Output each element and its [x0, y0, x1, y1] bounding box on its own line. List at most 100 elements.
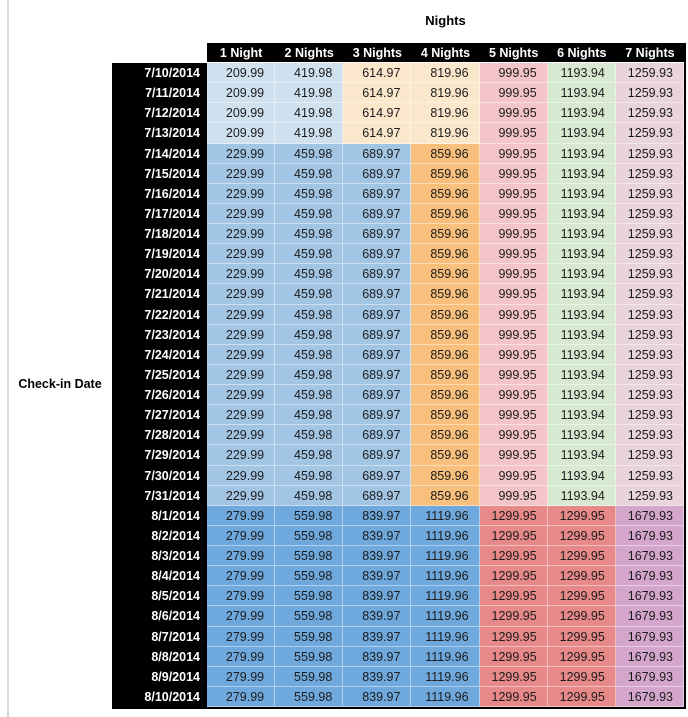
price-cell[interactable]: 1193.94: [547, 425, 616, 446]
price-cell[interactable]: 1679.93: [615, 566, 684, 587]
price-cell[interactable]: 1259.93: [615, 264, 684, 285]
price-cell[interactable]: 1259.93: [615, 244, 684, 265]
price-cell[interactable]: 1299.95: [547, 525, 616, 546]
price-cell[interactable]: 859.96: [411, 163, 480, 184]
row-header-date[interactable]: 8/2/2014: [112, 525, 207, 546]
price-cell[interactable]: 459.98: [275, 163, 344, 184]
price-cell[interactable]: 1193.94: [547, 304, 616, 325]
price-cell[interactable]: 229.99: [207, 324, 276, 345]
price-cell[interactable]: 209.99: [207, 63, 276, 84]
price-cell[interactable]: 1259.93: [615, 324, 684, 345]
row-header-date[interactable]: 7/21/2014: [112, 284, 207, 305]
price-cell[interactable]: 689.97: [343, 344, 412, 365]
price-cell[interactable]: 689.97: [343, 425, 412, 446]
price-cell[interactable]: 1193.94: [547, 183, 616, 204]
row-header-date[interactable]: 7/15/2014: [112, 163, 207, 184]
price-cell[interactable]: 1259.93: [615, 445, 684, 466]
price-cell[interactable]: 1299.95: [547, 606, 616, 627]
row-header-date[interactable]: 7/28/2014: [112, 425, 207, 446]
price-cell[interactable]: 859.96: [411, 405, 480, 426]
row-header-date[interactable]: 7/13/2014: [112, 123, 207, 144]
column-header[interactable]: 6 Nights: [547, 43, 616, 63]
price-cell[interactable]: 279.99: [207, 606, 276, 627]
price-cell[interactable]: 859.96: [411, 324, 480, 345]
price-cell[interactable]: 839.97: [343, 566, 412, 587]
price-cell[interactable]: 999.95: [479, 445, 548, 466]
price-cell[interactable]: 229.99: [207, 364, 276, 385]
price-cell[interactable]: 1259.93: [615, 425, 684, 446]
price-cell[interactable]: 859.96: [411, 264, 480, 285]
price-cell[interactable]: 1259.93: [615, 385, 684, 406]
price-cell[interactable]: 459.98: [275, 465, 344, 486]
price-cell[interactable]: 1259.93: [615, 304, 684, 325]
price-cell[interactable]: 999.95: [479, 244, 548, 265]
row-header-date[interactable]: 7/25/2014: [112, 364, 207, 385]
price-cell[interactable]: 1259.93: [615, 123, 684, 144]
price-cell[interactable]: 1259.93: [615, 405, 684, 426]
price-cell[interactable]: 689.97: [343, 304, 412, 325]
price-cell[interactable]: 459.98: [275, 284, 344, 305]
price-cell[interactable]: 559.98: [275, 686, 344, 707]
price-cell[interactable]: 689.97: [343, 364, 412, 385]
price-cell[interactable]: 839.97: [343, 666, 412, 687]
row-header-date[interactable]: 7/22/2014: [112, 304, 207, 325]
price-cell[interactable]: 839.97: [343, 505, 412, 526]
price-cell[interactable]: 1299.95: [547, 666, 616, 687]
price-cell[interactable]: 229.99: [207, 264, 276, 285]
price-cell[interactable]: 689.97: [343, 445, 412, 466]
price-cell[interactable]: 859.96: [411, 445, 480, 466]
price-cell[interactable]: 279.99: [207, 566, 276, 587]
price-cell[interactable]: 859.96: [411, 244, 480, 265]
price-cell[interactable]: 279.99: [207, 646, 276, 667]
price-cell[interactable]: 1119.96: [411, 525, 480, 546]
price-cell[interactable]: 1259.93: [615, 465, 684, 486]
price-cell[interactable]: 209.99: [207, 103, 276, 124]
price-cell[interactable]: 999.95: [479, 344, 548, 365]
column-header[interactable]: 4 Nights: [411, 43, 480, 63]
price-cell[interactable]: 1259.93: [615, 224, 684, 245]
price-cell[interactable]: 1299.95: [547, 686, 616, 707]
price-cell[interactable]: 689.97: [343, 485, 412, 506]
price-cell[interactable]: 279.99: [207, 586, 276, 607]
price-cell[interactable]: 229.99: [207, 183, 276, 204]
price-cell[interactable]: 229.99: [207, 405, 276, 426]
price-cell[interactable]: 1193.94: [547, 405, 616, 426]
price-cell[interactable]: 999.95: [479, 324, 548, 345]
column-header[interactable]: 5 Nights: [479, 43, 548, 63]
price-cell[interactable]: 419.98: [275, 83, 344, 104]
price-cell[interactable]: 229.99: [207, 445, 276, 466]
price-cell[interactable]: 1299.95: [479, 566, 548, 587]
price-cell[interactable]: 689.97: [343, 264, 412, 285]
price-cell[interactable]: 819.96: [411, 123, 480, 144]
price-cell[interactable]: 419.98: [275, 123, 344, 144]
price-cell[interactable]: 859.96: [411, 304, 480, 325]
price-cell[interactable]: 279.99: [207, 626, 276, 647]
price-cell[interactable]: 859.96: [411, 465, 480, 486]
price-cell[interactable]: 559.98: [275, 546, 344, 567]
price-cell[interactable]: 419.98: [275, 103, 344, 124]
price-cell[interactable]: 839.97: [343, 525, 412, 546]
price-cell[interactable]: 1299.95: [479, 546, 548, 567]
row-header-date[interactable]: 7/18/2014: [112, 224, 207, 245]
price-cell[interactable]: 1193.94: [547, 284, 616, 305]
price-cell[interactable]: 999.95: [479, 425, 548, 446]
price-cell[interactable]: 559.98: [275, 505, 344, 526]
price-cell[interactable]: 999.95: [479, 264, 548, 285]
price-cell[interactable]: 689.97: [343, 203, 412, 224]
price-cell[interactable]: 1259.93: [615, 344, 684, 365]
price-cell[interactable]: 999.95: [479, 224, 548, 245]
price-cell[interactable]: 1299.95: [479, 525, 548, 546]
price-cell[interactable]: 459.98: [275, 224, 344, 245]
price-cell[interactable]: 1119.96: [411, 646, 480, 667]
price-cell[interactable]: 1193.94: [547, 465, 616, 486]
price-cell[interactable]: 1259.93: [615, 284, 684, 305]
row-header-date[interactable]: 7/23/2014: [112, 324, 207, 345]
price-cell[interactable]: 1259.93: [615, 203, 684, 224]
price-cell[interactable]: 1299.95: [547, 566, 616, 587]
price-cell[interactable]: 999.95: [479, 203, 548, 224]
price-cell[interactable]: 1259.93: [615, 183, 684, 204]
price-cell[interactable]: 1299.95: [479, 626, 548, 647]
price-cell[interactable]: 559.98: [275, 646, 344, 667]
price-cell[interactable]: 1259.93: [615, 143, 684, 164]
row-header-date[interactable]: 7/10/2014: [112, 63, 207, 84]
